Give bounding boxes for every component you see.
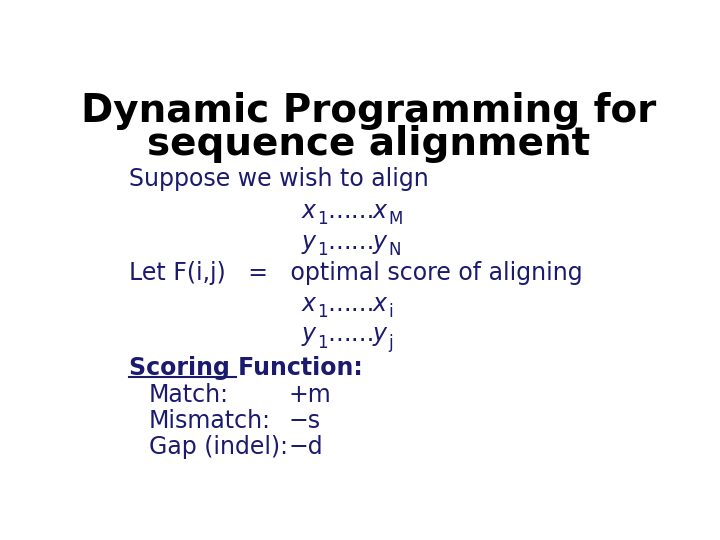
Text: 1: 1 (317, 241, 328, 259)
Text: Let F(i,j)   =   optimal score of aligning: Let F(i,j) = optimal score of aligning (129, 261, 582, 285)
Text: Mismatch:: Mismatch: (148, 409, 271, 433)
Text: −d: −d (288, 435, 323, 460)
Text: x: x (373, 292, 387, 316)
Text: i: i (388, 303, 392, 321)
Text: x: x (373, 199, 387, 223)
Text: ……: …… (327, 199, 374, 223)
Text: sequence alignment: sequence alignment (148, 125, 590, 163)
Text: y: y (302, 230, 316, 253)
Text: 1: 1 (317, 334, 328, 352)
Text: j: j (388, 334, 392, 352)
Text: y: y (373, 230, 387, 253)
Text: 1: 1 (317, 303, 328, 321)
Text: y: y (302, 322, 316, 346)
Text: Scoring Function:: Scoring Function: (129, 355, 363, 380)
Text: −s: −s (288, 409, 320, 433)
Text: +m: +m (288, 383, 331, 407)
Text: y: y (373, 322, 387, 346)
Text: ……: …… (327, 230, 374, 253)
Text: x: x (302, 292, 316, 316)
Text: M: M (388, 211, 402, 228)
Text: Match:: Match: (148, 383, 228, 407)
Text: Gap (indel):: Gap (indel): (148, 435, 287, 460)
Text: N: N (388, 241, 400, 259)
Text: Dynamic Programming for: Dynamic Programming for (81, 92, 657, 130)
Text: Suppose we wish to align: Suppose we wish to align (129, 167, 429, 191)
Text: x: x (302, 199, 316, 223)
Text: ……: …… (327, 292, 374, 316)
Text: ……: …… (327, 322, 374, 346)
Text: 1: 1 (317, 211, 328, 228)
